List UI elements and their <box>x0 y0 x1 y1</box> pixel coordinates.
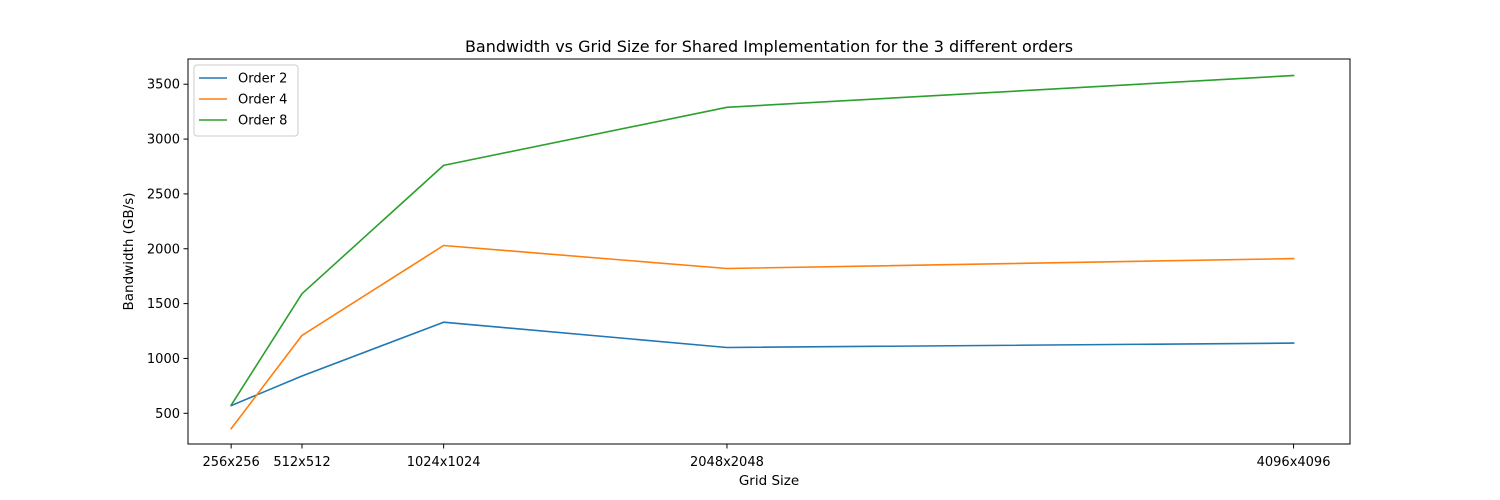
plot-lines <box>230 74 1295 430</box>
x-tick-label: 4096x4096 <box>1257 455 1331 470</box>
legend: Order 2 Order 4 Order 8 <box>193 64 299 137</box>
legend-box <box>193 64 299 137</box>
y-tick-label: 1000 <box>147 352 180 367</box>
legend-label: Order 2 <box>238 72 287 87</box>
x-axis: 256x256 512x512 1024x1024 2048x2048 4096x409… <box>202 444 1330 470</box>
y-axis: 500 1000 1500 2000 2500 3000 3500 <box>147 78 188 422</box>
series-line-order-4 <box>230 244 1295 430</box>
series-line-order-8 <box>230 74 1295 407</box>
y-tick-label: 3000 <box>147 133 180 148</box>
series-line-order-2 <box>230 321 1295 407</box>
chart-title: Bandwidth vs Grid Size for Shared Implem… <box>465 37 1073 56</box>
y-axis-label: Bandwidth (GB/s) <box>121 193 137 311</box>
y-tick-label: 2500 <box>147 187 180 202</box>
y-tick-label: 2000 <box>147 242 180 257</box>
y-tick-label: 3500 <box>147 78 180 93</box>
legend-label: Order 8 <box>238 114 287 129</box>
x-axis-label: Grid Size <box>739 473 799 489</box>
legend-label: Order 4 <box>238 93 287 108</box>
x-tick-label: 256x256 <box>202 455 259 470</box>
x-tick-label: 512x512 <box>273 455 330 470</box>
y-tick-label: 1500 <box>147 297 180 312</box>
x-tick-label: 2048x2048 <box>690 455 764 470</box>
plot-frame <box>187 58 1351 445</box>
x-tick-label: 1024x1024 <box>407 455 481 470</box>
y-tick-label: 500 <box>155 407 180 422</box>
